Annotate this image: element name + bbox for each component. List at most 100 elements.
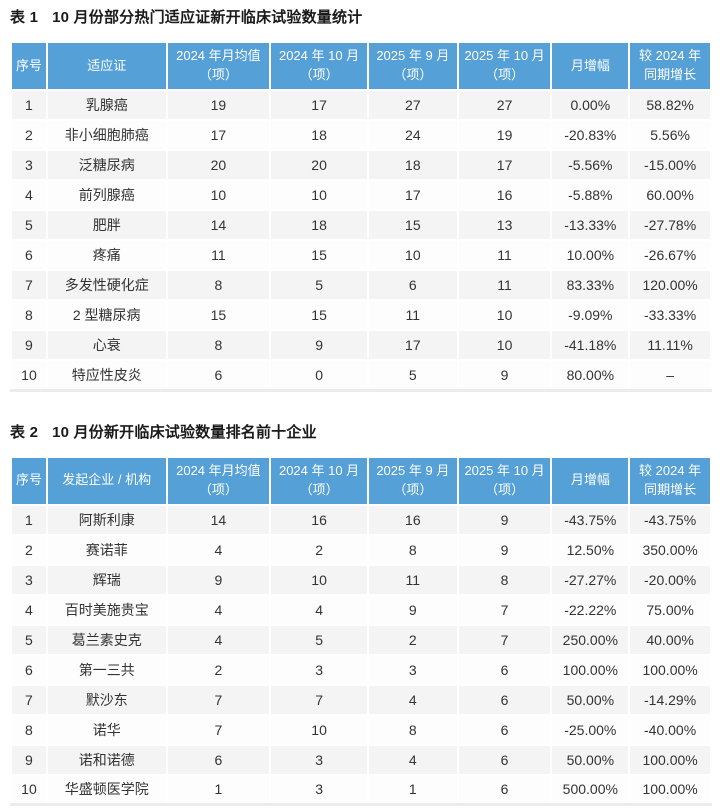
table-cell: 8 <box>456 563 553 596</box>
table-cell: 赛诺菲 <box>45 533 168 566</box>
table-cell: 9 <box>10 743 48 776</box>
table-cell: 17 <box>456 149 553 181</box>
table-row: 4 百时美施贵宝 4 4 9 7 -22.22% 75.00% <box>10 593 712 626</box>
table-cell: 7 <box>165 683 272 716</box>
table-cell: 诺华 <box>45 713 168 746</box>
table-cell: 6 <box>165 743 272 776</box>
table-cell: 16 <box>269 503 369 536</box>
table-cell: 5.56% <box>628 119 712 151</box>
table-cell: 13 <box>456 209 553 241</box>
table-cell: 10 <box>366 239 459 271</box>
table-cell: 19 <box>456 119 553 151</box>
table-cell: 4 <box>165 593 272 626</box>
table-cell: 泛糖尿病 <box>45 149 168 181</box>
table-cell: 9 <box>10 329 48 361</box>
table-cell: 10 <box>10 359 48 392</box>
table-cell: 6 <box>456 743 553 776</box>
table-cell: 8 <box>165 329 272 361</box>
table-cell: 18 <box>269 209 369 241</box>
table-cell: 阿斯利康 <box>45 503 168 536</box>
table-cell: -43.75% <box>628 503 712 536</box>
table-cell: 3 <box>10 563 48 596</box>
column-header: 月增幅 <box>550 455 631 506</box>
column-header: 序号 <box>10 455 48 506</box>
table-cell: 6 <box>456 653 553 686</box>
table-cell: 6 <box>10 653 48 686</box>
table-cell: 8 <box>366 713 459 746</box>
table-cell: 5 <box>10 623 48 656</box>
table-cell: 10 <box>269 563 369 596</box>
table-cell: 9 <box>366 593 459 626</box>
indications-section: 表 1 10 月份部分热门适应证新开临床试验数量统计 序号 适应证 2024 年月均值… <box>10 8 712 392</box>
header-row: 序号 适应证 2024 年月均值 （项） 2024 年 10 月 （项） 2025 年 … <box>10 41 712 91</box>
table-cell: 4 <box>165 623 272 656</box>
table-cell: 10 <box>269 179 369 211</box>
table-cell: 9 <box>269 329 369 361</box>
table-cell: 27 <box>456 89 553 121</box>
table-cell: 百时美施贵宝 <box>45 593 168 626</box>
table-cell: – <box>628 359 712 392</box>
table-cell: 9 <box>456 503 553 536</box>
table-cell: 58.82% <box>628 89 712 121</box>
table-cell: 7 <box>456 593 553 626</box>
table-cell: 华盛顿医学院 <box>45 773 168 806</box>
column-header: 适应证 <box>45 41 168 91</box>
table1-title: 表 1 10 月份部分热门适应证新开临床试验数量统计 <box>10 8 712 28</box>
table-cell: 7 <box>269 683 369 716</box>
column-header: 较 2024 年 同期增长 <box>628 41 712 91</box>
table-cell: 11 <box>456 269 553 301</box>
table-cell: 7 <box>165 713 272 746</box>
table-cell: 默沙东 <box>45 683 168 716</box>
table-cell: 10 <box>269 713 369 746</box>
table-cell: 75.00% <box>628 593 712 626</box>
table-cell: 11 <box>366 299 459 331</box>
table-cell: 27 <box>366 89 459 121</box>
table-cell: 8 <box>366 533 459 566</box>
column-header: 2024 年月均值 （项） <box>165 455 272 506</box>
table-cell: 16 <box>366 503 459 536</box>
table-cell: -20.00% <box>628 563 712 596</box>
column-header: 2024 年月均值 （项） <box>165 41 272 91</box>
table-cell: 4 <box>366 743 459 776</box>
table-cell: 1 <box>165 773 272 806</box>
table2-title-label: 表 2 <box>10 423 39 441</box>
column-header: 较 2024 年 同期增长 <box>628 455 712 506</box>
table-cell: 10 <box>165 179 272 211</box>
table-cell: 3 <box>366 653 459 686</box>
table-cell: -33.33% <box>628 299 712 331</box>
table-cell: 15 <box>366 209 459 241</box>
table-cell: 60.00% <box>628 179 712 211</box>
column-header: 序号 <box>10 41 48 91</box>
table-cell: 8 <box>165 269 272 301</box>
table-cell: -15.00% <box>628 149 712 181</box>
table-cell: 15 <box>269 299 369 331</box>
table-cell: 500.00% <box>550 773 631 806</box>
column-header: 2024 年 10 月 （项） <box>269 41 369 91</box>
table-cell: 3 <box>10 149 48 181</box>
table-cell: 0 <box>269 359 369 392</box>
table-cell: 肥胖 <box>45 209 168 241</box>
table-cell: -27.27% <box>550 563 631 596</box>
table-row: 2 赛诺菲 4 2 8 9 12.50% 350.00% <box>10 533 712 566</box>
table-cell: -5.56% <box>550 149 631 181</box>
table-cell: 100.00% <box>628 743 712 776</box>
table-cell: 40.00% <box>628 623 712 656</box>
column-header: 发起企业 / 机构 <box>45 455 168 506</box>
table-cell: 6 <box>456 773 553 806</box>
table-cell: 心衰 <box>45 329 168 361</box>
table-cell: 7 <box>10 683 48 716</box>
table-cell: 250.00% <box>550 623 631 656</box>
table-cell: 11 <box>456 239 553 271</box>
table-cell: 辉瑞 <box>45 563 168 596</box>
table-row: 10 特应性皮炎 6 0 5 9 80.00% – <box>10 359 712 392</box>
column-header: 月增幅 <box>550 41 631 91</box>
table-cell: 14 <box>165 209 272 241</box>
table-row: 4 前列腺癌 10 10 17 16 -5.88% 60.00% <box>10 179 712 211</box>
table-cell: 2 <box>366 623 459 656</box>
table-row: 1 阿斯利康 14 16 16 9 -43.75% -43.75% <box>10 503 712 536</box>
table-cell: -5.88% <box>550 179 631 211</box>
table-cell: 4 <box>10 593 48 626</box>
indications-table: 序号 适应证 2024 年月均值 （项） 2024 年 10 月 （项） 2025 年 … <box>10 41 712 392</box>
column-header: 2024 年 10 月 （项） <box>269 455 369 506</box>
